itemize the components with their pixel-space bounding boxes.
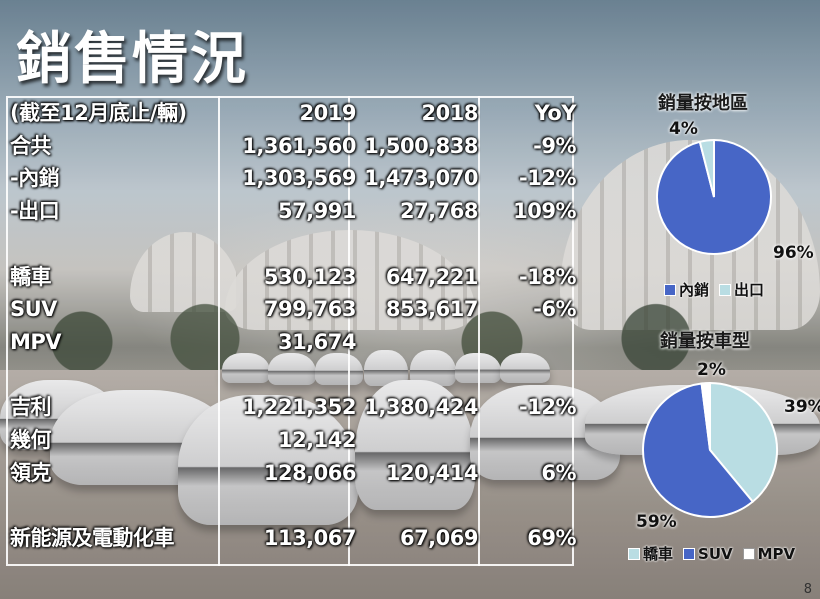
table-cell: -18% <box>519 264 576 289</box>
table-cell: 27,768 <box>399 199 479 224</box>
pie-model-title: 銷量按車型 <box>660 331 750 352</box>
pie-region-chart <box>656 138 772 255</box>
table-cell: -出口 <box>10 199 60 224</box>
header-yoy: YoY <box>534 101 577 125</box>
page-title: 銷售情況 <box>16 27 248 92</box>
table-cell: 853,617 <box>385 297 479 322</box>
car <box>315 353 363 385</box>
pie-slice-1 <box>642 382 755 518</box>
table-cell: 領克 <box>10 460 52 485</box>
table-cell: 1,500,838 <box>364 133 478 158</box>
pie-model-chart <box>642 381 778 518</box>
table-row: 領克 128,066 120,414 6% <box>10 458 576 488</box>
pie-region-label-export: 4% <box>669 119 698 139</box>
pie-slice-1 <box>698 138 715 198</box>
table-row: SUV 799,763 853,617 -6% <box>10 294 576 324</box>
pie-model-label-sedan: 39% <box>784 397 820 417</box>
legend-label-sedan: 轎車 <box>643 545 674 563</box>
table-cell: SUV <box>10 297 57 322</box>
legend-swatch-suv <box>683 547 696 560</box>
pie-region-legend: 內銷 出口 <box>664 279 764 300</box>
car <box>178 395 358 525</box>
table-cell: -9% <box>533 133 576 158</box>
legend-item: MPV <box>742 544 796 563</box>
table-row: -內銷 1,303,569 1,473,070 -12% <box>10 163 576 193</box>
table-row: 幾何 12,142 <box>10 425 576 455</box>
legend-swatch-sedan <box>628 547 640 560</box>
legend-label-mpv: MPV <box>757 544 796 563</box>
table-cell: 647,221 <box>385 264 479 289</box>
legend-swatch-export <box>719 283 732 296</box>
table-row: 吉利 1,221,352 1,380,424 -12% <box>10 392 576 422</box>
table-cell: 799,763 <box>263 297 357 322</box>
legend-swatch-domestic <box>664 283 676 296</box>
legend-item: SUV <box>683 545 733 563</box>
table-cell: 1,380,424 <box>364 395 478 420</box>
table-row: 合共 1,361,560 1,500,838 -9% <box>10 131 576 161</box>
column-divider <box>218 96 220 566</box>
header-label: (截至12月底止/輛) <box>10 101 187 125</box>
table-cell: 幾何 <box>10 428 52 452</box>
header-2019: 2019 <box>299 101 357 125</box>
table-cell: 67,069 <box>399 526 479 551</box>
table-frame <box>6 96 574 566</box>
pie-region-title: 銷量按地區 <box>658 93 748 114</box>
table-cell: 120,414 <box>385 460 479 485</box>
table-cell: 31,674 <box>277 329 357 354</box>
table-cell: 轎車 <box>10 264 52 289</box>
legend-label-suv: SUV <box>698 544 733 563</box>
table-cell: -內銷 <box>10 166 60 191</box>
legend-swatch-mpv <box>742 547 755 560</box>
table-cell: MPV <box>10 329 62 354</box>
pie-slice-2 <box>700 381 711 451</box>
pie-slice-0 <box>709 381 778 504</box>
table-row <box>10 229 576 259</box>
table-cell: 12,142 <box>277 428 357 452</box>
table-cell: 113,067 <box>263 526 357 551</box>
table-cell: -12% <box>519 395 576 420</box>
table-cell: 6% <box>541 460 576 485</box>
trees <box>0 300 820 370</box>
table-cell: 1,473,070 <box>364 166 478 191</box>
table-cell: 1,303,569 <box>242 166 356 191</box>
table-cell: 吉利 <box>10 395 52 420</box>
table-cell: 1,221,352 <box>242 395 356 420</box>
table-cell: 合共 <box>10 133 52 158</box>
car <box>222 353 270 383</box>
table-cell: 128,066 <box>263 460 357 485</box>
table-row: 新能源及電動化車 113,067 67,069 69% <box>10 523 576 553</box>
table-cell: 530,123 <box>263 264 357 289</box>
column-divider <box>348 96 350 566</box>
pie-model-label-mpv: 2% <box>697 360 726 380</box>
table-cell: 69% <box>527 526 576 551</box>
column-divider <box>478 96 480 566</box>
pie-region-label-domestic: 96% <box>773 243 814 263</box>
table-row: 轎車 530,123 647,221 -18% <box>10 262 576 292</box>
car <box>500 353 550 383</box>
pie-model-legend: 轎車 SUV MPV <box>628 543 795 564</box>
legend-item: 轎車 <box>628 543 673 564</box>
pie-model-label-suv: 59% <box>636 512 677 532</box>
table-header-row: (截至12月底止/輛) 2019 2018 YoY <box>10 98 577 128</box>
table-row <box>10 490 576 520</box>
table-cell: 57,991 <box>277 199 357 224</box>
legend-label-domestic: 內銷 <box>679 281 710 299</box>
table-cell: -12% <box>519 166 576 191</box>
table-cell: 1,361,560 <box>242 133 356 158</box>
header-2018: 2018 <box>421 101 479 125</box>
table-row: MPV 31,674 <box>10 327 576 357</box>
legend-label-export: 出口 <box>734 281 765 299</box>
table-row <box>10 360 576 390</box>
car <box>268 353 316 385</box>
page-number: 8 <box>803 582 812 597</box>
legend-item: 內銷 <box>664 279 709 300</box>
table-cell: 新能源及電動化車 <box>10 526 175 551</box>
table-cell: 109% <box>513 199 576 224</box>
table-cell: -6% <box>533 297 576 322</box>
car <box>355 380 475 510</box>
table-row: -出口 57,991 27,768 109% <box>10 196 576 226</box>
legend-item: 出口 <box>719 279 764 300</box>
